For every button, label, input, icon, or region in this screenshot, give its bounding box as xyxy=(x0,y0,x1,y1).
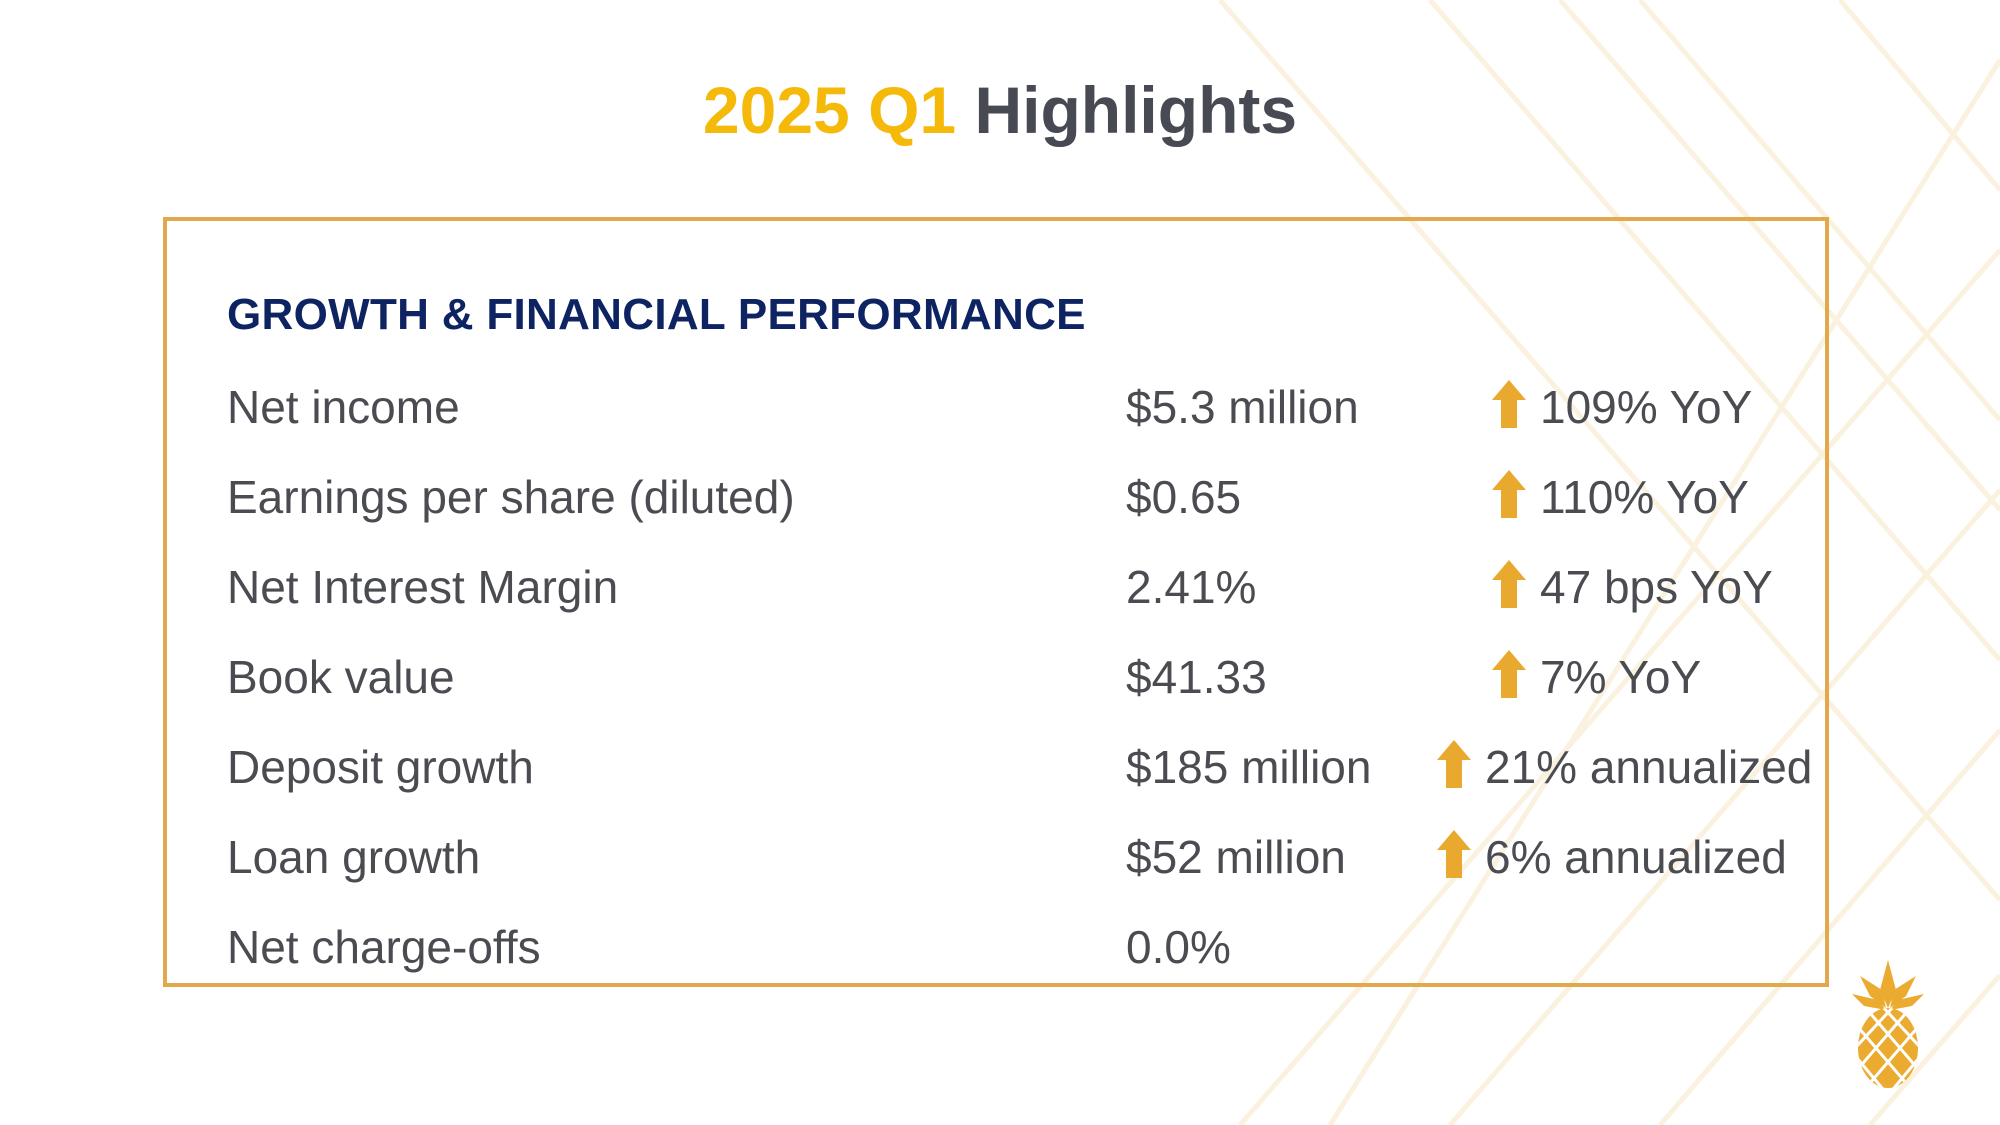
pineapple-logo-icon xyxy=(1852,960,1924,1088)
up-arrow-icon xyxy=(1437,740,1471,788)
metric-value: $52 million xyxy=(1126,831,1346,883)
metric-value: $41.33 xyxy=(1126,651,1267,703)
metric-change: 110% YoY xyxy=(1492,470,1749,524)
metric-label: Net charge-offs xyxy=(227,921,541,973)
metric-row: Earnings per share (diluted) $0.65 110% … xyxy=(0,470,2000,530)
performance-box xyxy=(163,217,1829,987)
metric-change-text: 7% YoY xyxy=(1540,651,1702,703)
metric-label: Earnings per share (diluted) xyxy=(227,471,795,523)
metric-value: $5.3 million xyxy=(1126,381,1359,433)
metric-change-text: 6% annualized xyxy=(1485,831,1787,883)
page-title: 2025 Q1 Highlights xyxy=(0,72,2000,148)
metric-change: 47 bps YoY xyxy=(1492,560,1773,614)
metric-value: $185 million xyxy=(1126,741,1372,793)
metric-row: Deposit growth $185 million 21% annualiz… xyxy=(0,740,2000,800)
metric-change-text: 109% YoY xyxy=(1540,381,1753,433)
up-arrow-icon xyxy=(1492,470,1526,518)
metric-row: Loan growth $52 million 6% annualized xyxy=(0,830,2000,890)
metric-row: Book value $41.33 7% YoY xyxy=(0,650,2000,710)
metric-change: 21% annualized xyxy=(1437,740,1812,794)
metric-change: 7% YoY xyxy=(1492,650,1701,704)
metric-change-text: 110% YoY xyxy=(1540,471,1749,523)
metric-row: Net income $5.3 million 109% YoY xyxy=(0,380,2000,440)
metric-label: Book value xyxy=(227,651,455,703)
metric-value: 2.41% xyxy=(1126,561,1257,613)
metric-row: Net Interest Margin 2.41% 47 bps YoY xyxy=(0,560,2000,620)
up-arrow-icon xyxy=(1492,650,1526,698)
up-arrow-icon xyxy=(1437,830,1471,878)
section-heading: GROWTH & FINANCIAL PERFORMANCE xyxy=(227,290,1086,339)
metric-value: $0.65 xyxy=(1126,471,1242,523)
up-arrow-icon xyxy=(1492,380,1526,428)
metric-change: 6% annualized xyxy=(1437,830,1787,884)
up-arrow-icon xyxy=(1492,560,1526,608)
title-main: Highlights xyxy=(974,73,1298,147)
metric-change-text: 21% annualized xyxy=(1485,741,1813,793)
metric-label: Loan growth xyxy=(227,831,481,883)
metric-change-text: 47 bps YoY xyxy=(1540,561,1773,613)
metric-value: 0.0% xyxy=(1126,921,1231,973)
metric-row: Net charge-offs 0.0% xyxy=(0,920,2000,980)
metric-label: Net income xyxy=(227,381,460,433)
metric-label: Deposit growth xyxy=(227,741,534,793)
metric-change: 109% YoY xyxy=(1492,380,1752,434)
metric-label: Net Interest Margin xyxy=(227,561,619,613)
title-accent: 2025 Q1 xyxy=(702,73,957,147)
